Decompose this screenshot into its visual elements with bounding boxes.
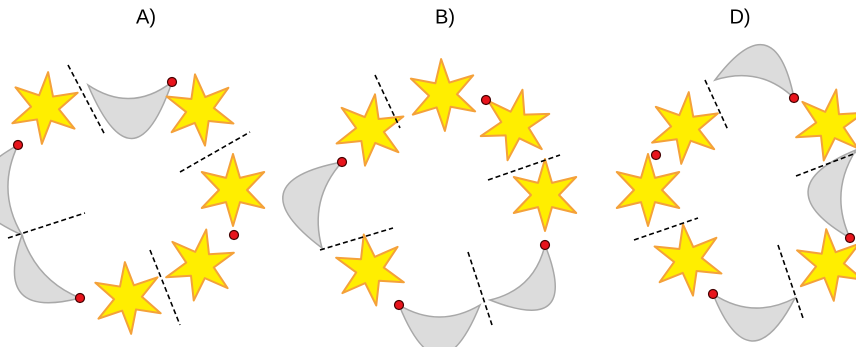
star	[410, 57, 476, 132]
red-dot	[846, 234, 855, 243]
crescent	[283, 162, 342, 248]
red-dot	[395, 301, 404, 310]
crescent	[14, 235, 80, 303]
red-dot	[541, 241, 550, 250]
star	[94, 259, 162, 336]
red-dot	[230, 231, 239, 240]
crescent	[715, 45, 794, 98]
panel-label: B)	[435, 6, 455, 28]
diagram: A) B) D)	[0, 0, 856, 347]
red-dot	[168, 78, 177, 87]
red-dot	[76, 294, 85, 303]
red-dot	[482, 96, 491, 105]
star	[617, 154, 679, 226]
red-dot	[14, 141, 23, 150]
crescent	[808, 150, 856, 238]
red-dot	[790, 94, 799, 103]
crescent	[0, 145, 22, 235]
red-dot	[338, 158, 347, 167]
red-dot	[652, 151, 661, 160]
dashed-line	[150, 250, 180, 325]
star	[202, 154, 264, 226]
star	[11, 69, 79, 146]
star	[333, 229, 407, 311]
panel-label: D)	[729, 6, 750, 28]
page: {"panels": [{"label": "A)"}, {"label": "…	[0, 0, 856, 347]
red-dot	[709, 290, 718, 299]
dashed-line	[320, 228, 393, 250]
star	[514, 159, 576, 231]
shapes	[0, 45, 856, 347]
crescent	[399, 305, 480, 347]
crescent	[88, 82, 172, 138]
crescent	[490, 245, 555, 310]
star	[652, 220, 724, 300]
star	[163, 224, 237, 306]
panel-label: A)	[136, 6, 156, 28]
dashed-line	[180, 132, 250, 172]
dashed-line	[8, 213, 85, 238]
crescent	[713, 294, 795, 341]
